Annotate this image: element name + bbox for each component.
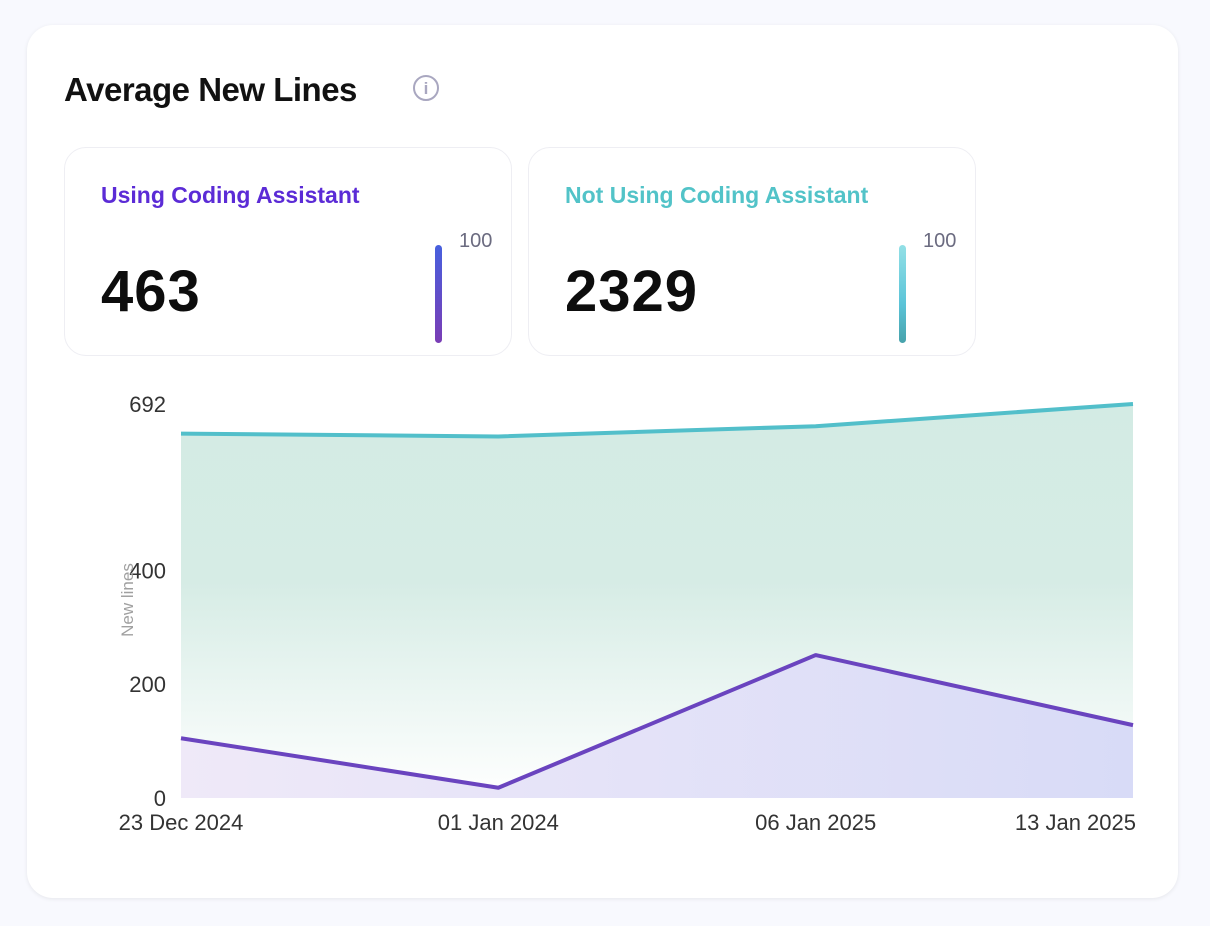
y-tick-label: 0 (154, 786, 166, 811)
x-tick-label: 13 Jan 2025 (1015, 810, 1136, 835)
series-line-0 (180, 402, 1134, 439)
y-tick-label: 692 (129, 392, 166, 417)
info-icon[interactable]: i (413, 75, 439, 101)
legend-gradient-bar (435, 245, 442, 343)
stat-using-assistant: Using Coding Assistant 463 100 (64, 147, 512, 356)
stat-label: Not Using Coding Assistant (565, 182, 869, 208)
y-tick-label: 200 (129, 672, 166, 697)
series-area-1 (181, 655, 1133, 798)
series-line-1 (180, 653, 1134, 790)
stat-value: 2329 (565, 259, 699, 324)
stat-not-using-assistant: Not Using Coding Assistant 2329 100 (528, 147, 976, 356)
x-tick-label: 06 Jan 2025 (755, 810, 876, 835)
stat-value: 463 (101, 259, 201, 324)
legend-gradient-bar (899, 245, 906, 343)
y-tick-label: 400 (129, 558, 166, 583)
y-axis-label: New lines (118, 563, 137, 637)
stat-label: Using Coding Assistant (101, 182, 360, 208)
x-tick-label: 23 Dec 2024 (119, 810, 244, 835)
x-tick-label: 01 Jan 2024 (438, 810, 559, 835)
card-title: Average New Lines (64, 71, 357, 108)
scale-max: 100 (923, 230, 957, 252)
scale-max: 100 (459, 230, 493, 252)
